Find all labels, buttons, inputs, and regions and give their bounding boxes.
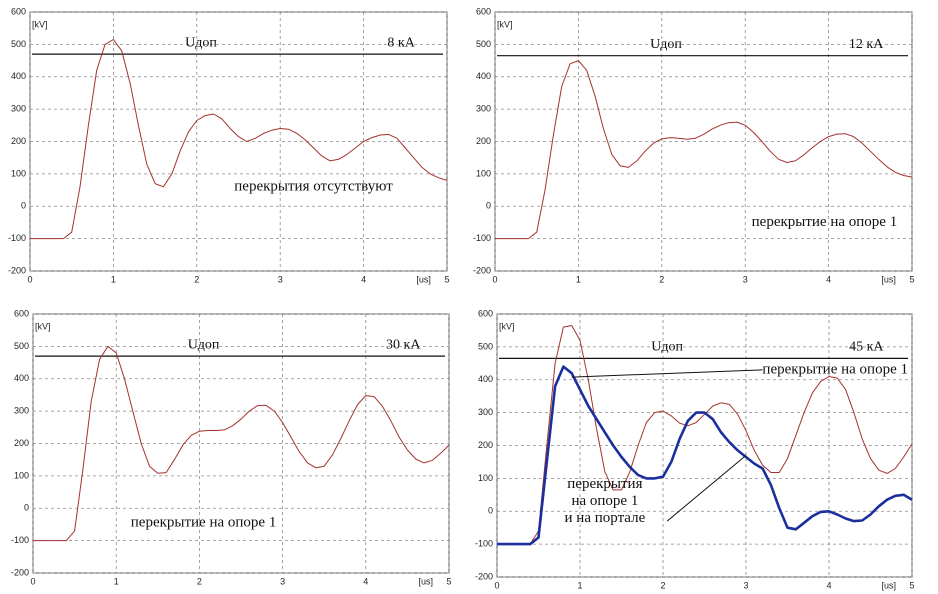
y-tick-label: 300 (11, 104, 26, 114)
x-tick-label: 4 (363, 576, 368, 586)
x-tick-label: 2 (194, 274, 199, 284)
panel: -200 -100 0 100 200 300 400 500 600 0 1 2 3 4 5 [us] [kV… (475, 308, 915, 590)
threshold-label: Uдоп (650, 37, 682, 52)
y-axis-label: [kV] (35, 321, 51, 331)
current-label: 12 кА (849, 37, 884, 52)
y-tick-label: 200 (11, 136, 26, 146)
y-tick-label: -200 (8, 265, 26, 275)
threshold-label: Uдоп (188, 337, 220, 352)
leader-line (571, 369, 763, 378)
y-tick-label: 200 (14, 438, 29, 448)
y-tick-label: 0 (488, 506, 493, 516)
current-label: 30 кА (386, 337, 421, 352)
y-axis-label: [kV] (497, 19, 513, 29)
plot-area (32, 313, 450, 574)
x-tick-label: 0 (494, 580, 499, 590)
y-tick-label: 200 (476, 136, 491, 146)
x-tick-label: 1 (577, 580, 582, 590)
x-tick-label: 3 (743, 580, 748, 590)
x-tick-label: 4 (826, 580, 831, 590)
current-label: 8 кА (387, 35, 415, 50)
x-tick-label: 5 (909, 580, 914, 590)
current-label: 45 кА (849, 340, 884, 355)
x-tick-label: 5 (446, 576, 451, 586)
y-tick-label: 200 (478, 440, 493, 450)
y-tick-label: 500 (11, 39, 26, 49)
x-tick-label: 2 (197, 576, 202, 586)
y-tick-label: -100 (475, 539, 493, 549)
x-tick-label: 3 (278, 274, 283, 284)
x-axis-label: [us] (881, 274, 896, 284)
x-tick-label: 0 (27, 274, 32, 284)
y-tick-label: 400 (478, 374, 493, 384)
x-axis-label: [us] (882, 580, 897, 590)
x-tick-label: 1 (114, 576, 119, 586)
annotation: перекрытия (567, 476, 642, 492)
y-tick-label: 500 (476, 39, 491, 49)
series-line (30, 39, 448, 240)
panel: -200 -100 0 100 200 300 400 500 600 0 1 2 3 4 5 [us] [kV… (473, 6, 915, 284)
y-tick-label: 0 (21, 201, 26, 211)
x-tick-label: 2 (659, 274, 664, 284)
plot-area (29, 11, 448, 272)
y-tick-label: 100 (476, 168, 491, 178)
y-tick-label: 500 (478, 341, 493, 351)
annotation: перекрытия отсутствуют (234, 178, 393, 194)
y-tick-label: 300 (476, 104, 491, 114)
y-tick-label: 400 (11, 71, 26, 81)
x-tick-label: 1 (111, 274, 116, 284)
x-tick-label: 2 (660, 580, 665, 590)
series-line (497, 365, 913, 546)
series-line (33, 345, 450, 542)
series-line (495, 60, 913, 240)
x-tick-label: 4 (826, 274, 831, 284)
y-tick-label: 100 (478, 473, 493, 483)
y-tick-label: 500 (14, 341, 29, 351)
y-tick-label: 600 (14, 308, 29, 318)
y-tick-label: 0 (486, 201, 491, 211)
y-tick-label: -100 (473, 233, 491, 243)
y-tick-label: 600 (11, 6, 26, 16)
x-tick-label: 0 (30, 576, 35, 586)
y-tick-label: 0 (24, 503, 29, 513)
x-tick-label: 5 (444, 274, 449, 284)
y-tick-label: 100 (14, 470, 29, 480)
x-axis-label: [us] (416, 274, 431, 284)
threshold-label: Uдоп (185, 35, 217, 50)
y-tick-label: 400 (476, 71, 491, 81)
x-tick-label: 3 (743, 274, 748, 284)
annotation: перекрытие на опоре 1 (131, 514, 277, 530)
y-axis-label: [kV] (499, 322, 515, 332)
panel: -200 -100 0 100 200 300 400 500 600 0 1 2 3 4 5 [us] [kV… (11, 308, 452, 586)
x-tick-label: 0 (492, 274, 497, 284)
annotation: перекрытие на опоре 1 (752, 214, 898, 230)
y-axis-label: [kV] (32, 19, 48, 29)
annotation: на опоре 1 (571, 493, 638, 509)
leader-line (666, 454, 747, 522)
y-tick-label: -100 (8, 233, 26, 243)
x-axis-label: [us] (418, 576, 433, 586)
y-tick-label: -200 (475, 571, 493, 581)
annotation: и на портале (565, 510, 646, 526)
x-tick-label: 4 (361, 274, 366, 284)
y-tick-label: 100 (11, 168, 26, 178)
series-line (497, 325, 913, 545)
x-tick-label: 1 (576, 274, 581, 284)
y-tick-label: 300 (14, 406, 29, 416)
y-tick-label: 600 (476, 6, 491, 16)
y-tick-label: 600 (478, 308, 493, 318)
x-tick-label: 3 (280, 576, 285, 586)
x-tick-label: 5 (909, 274, 914, 284)
threshold-label: Uдоп (651, 340, 683, 355)
y-tick-label: -200 (11, 567, 29, 577)
y-tick-label: 400 (14, 373, 29, 383)
annotation: перекрытие на опоре 1 (762, 361, 908, 377)
y-tick-label: 300 (478, 407, 493, 417)
panel: -200 -100 0 100 200 300 400 500 600 0 1 2 3 4 5 [us] [kV… (8, 6, 450, 284)
y-tick-label: -100 (11, 535, 29, 545)
y-tick-label: -200 (473, 265, 491, 275)
